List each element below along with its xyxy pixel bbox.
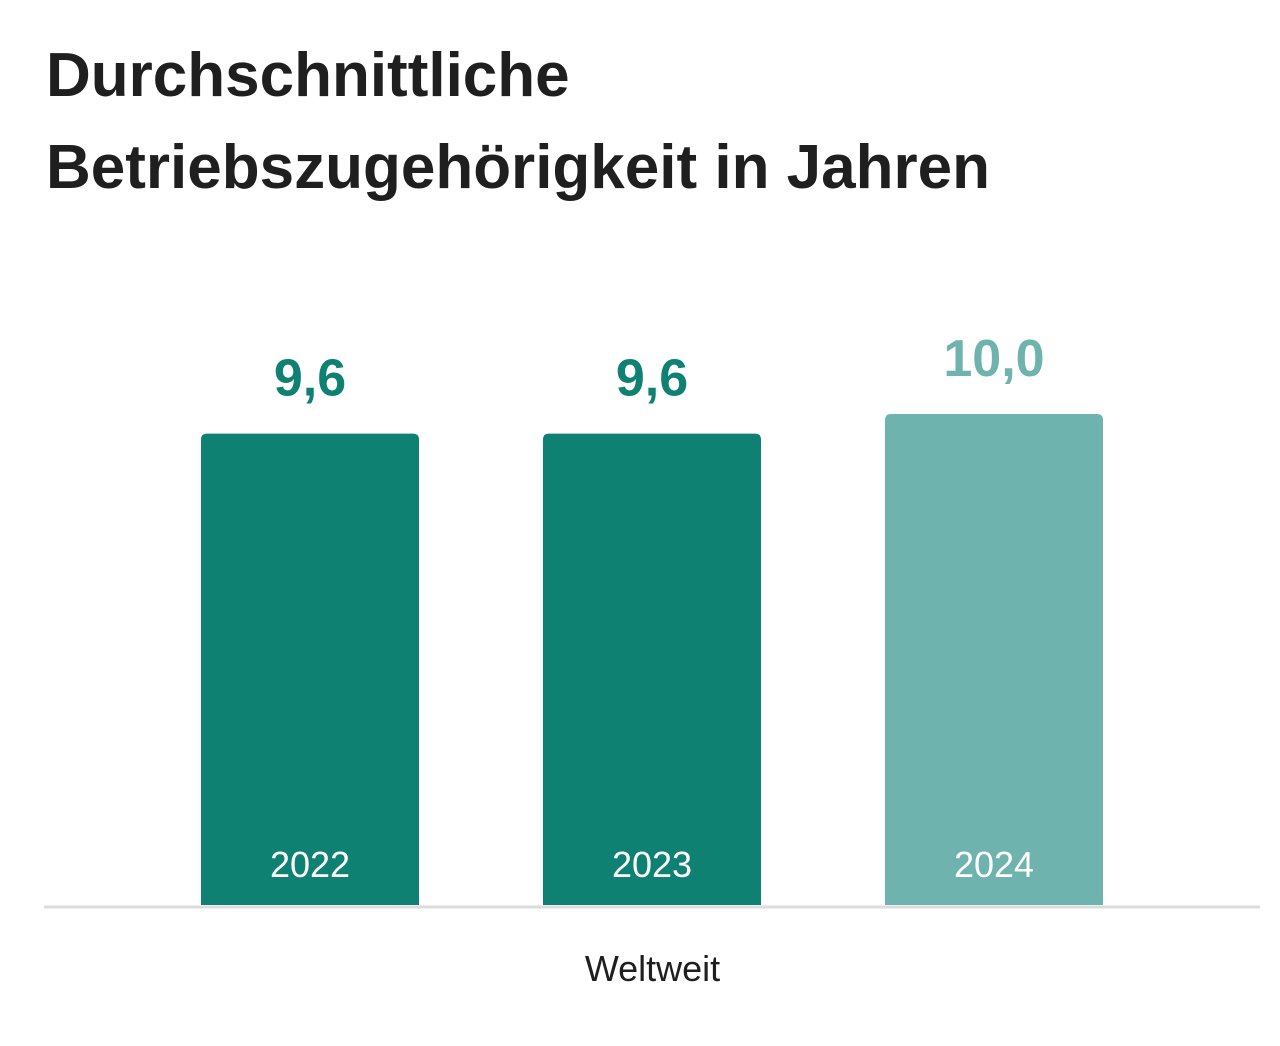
bar-2024: [885, 414, 1103, 905]
bar-2022: [201, 433, 419, 905]
bar-2023: [543, 433, 761, 905]
category-label-2024: 2024: [954, 844, 1034, 885]
category-label-2022: 2022: [270, 844, 350, 885]
value-label-2022: 9,6: [274, 350, 346, 408]
chart-title-line-2: Betriebszugehörigkeit in Jahren: [46, 133, 990, 202]
value-label-2024: 10,0: [943, 330, 1044, 388]
value-label-2023: 9,6: [616, 350, 688, 408]
category-label-2023: 2023: [612, 844, 692, 885]
group-label: Weltweit: [584, 948, 721, 989]
chart-title-line-1: Durchschnittliche: [46, 41, 570, 110]
chart-title: Durchschnittliche Betriebszugehörigkeit …: [46, 30, 1226, 214]
